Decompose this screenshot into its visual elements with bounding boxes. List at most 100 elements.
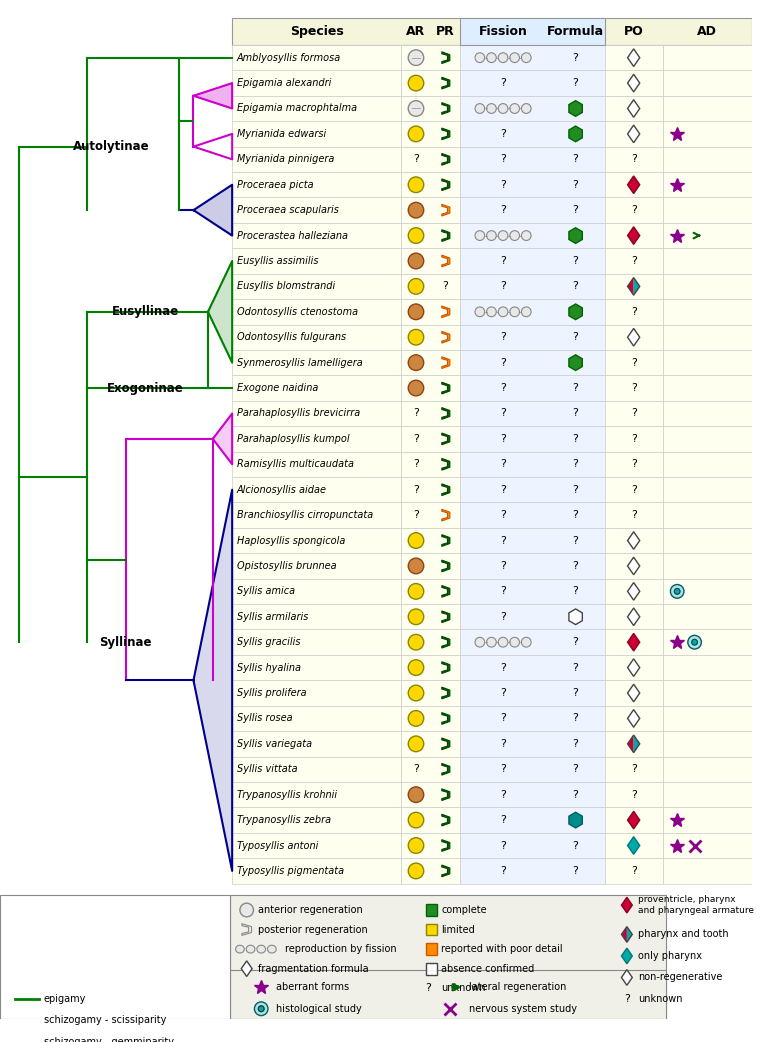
Circle shape (408, 532, 423, 548)
Circle shape (408, 228, 423, 244)
Circle shape (674, 589, 680, 594)
Bar (459, 350, 605, 375)
Bar (0, 895, 230, 1018)
Bar (459, 299, 605, 324)
Polygon shape (442, 102, 450, 115)
Text: Syllis prolifera: Syllis prolifera (237, 688, 307, 698)
Text: ?: ? (500, 433, 506, 444)
Bar (663, 731, 751, 756)
Text: ?: ? (500, 866, 506, 876)
Text: ?: ? (500, 408, 506, 419)
Text: complete: complete (441, 905, 486, 915)
Text: ?: ? (573, 688, 579, 698)
Text: ?: ? (500, 612, 506, 622)
Text: Parahaplosyllis kumpol: Parahaplosyllis kumpol (237, 433, 350, 444)
Text: Trypanosyllis zebra: Trypanosyllis zebra (237, 815, 331, 825)
Text: ?: ? (573, 587, 579, 596)
Bar (402, 680, 459, 705)
Bar (402, 502, 459, 528)
Bar (459, 502, 605, 528)
Text: Proceraea scapularis: Proceraea scapularis (237, 205, 339, 215)
Bar (663, 808, 751, 833)
Text: ?: ? (624, 994, 630, 1004)
Polygon shape (442, 535, 450, 546)
Circle shape (408, 660, 423, 675)
Bar (459, 604, 605, 629)
Text: Epigamia alexandri: Epigamia alexandri (237, 78, 331, 89)
Polygon shape (622, 970, 632, 986)
Circle shape (408, 736, 423, 751)
Bar (402, 71, 459, 96)
Text: Procerastea halleziana: Procerastea halleziana (237, 230, 348, 241)
Text: ?: ? (631, 256, 636, 266)
Text: Odontosyllis fulgurans: Odontosyllis fulgurans (237, 332, 346, 342)
Bar (232, 426, 402, 451)
Circle shape (408, 126, 423, 142)
Text: ?: ? (426, 984, 431, 993)
Text: ?: ? (573, 841, 579, 850)
Bar (232, 350, 402, 375)
Text: Eusyllis assimilis: Eusyllis assimilis (237, 256, 319, 266)
Polygon shape (193, 490, 232, 871)
Bar (605, 756, 663, 782)
Bar (402, 121, 459, 147)
Polygon shape (442, 840, 450, 851)
Text: ?: ? (631, 511, 636, 520)
Circle shape (408, 202, 423, 218)
Ellipse shape (475, 307, 485, 317)
Bar (605, 147, 663, 172)
Text: ?: ? (631, 460, 636, 469)
Text: ?: ? (500, 256, 506, 266)
Ellipse shape (521, 103, 531, 114)
Polygon shape (193, 83, 232, 108)
Bar (663, 604, 751, 629)
Text: ?: ? (573, 790, 579, 799)
Text: pharynx and tooth: pharynx and tooth (639, 929, 729, 940)
Text: ?: ? (413, 460, 419, 469)
Bar (605, 350, 663, 375)
Bar (232, 197, 402, 223)
Polygon shape (628, 531, 639, 549)
Text: ?: ? (631, 205, 636, 215)
Circle shape (408, 813, 423, 828)
Bar (459, 96, 605, 121)
Bar (663, 299, 751, 324)
Polygon shape (627, 926, 632, 942)
Text: anterior regeneration: anterior regeneration (258, 905, 363, 915)
Bar (232, 223, 402, 248)
Bar (402, 705, 459, 731)
Bar (605, 705, 663, 731)
Bar (232, 401, 402, 426)
Text: Exogoninae: Exogoninae (106, 381, 183, 395)
Bar (426, 963, 437, 974)
Text: AR: AR (406, 25, 426, 38)
Bar (230, 895, 666, 1018)
Bar (605, 833, 663, 859)
Bar (402, 553, 459, 578)
Text: ?: ? (500, 460, 506, 469)
Bar (232, 680, 402, 705)
Bar (402, 655, 459, 680)
Bar (459, 401, 605, 426)
Bar (402, 833, 459, 859)
Polygon shape (442, 179, 450, 191)
Ellipse shape (235, 945, 244, 953)
Bar (459, 172, 605, 197)
Polygon shape (569, 126, 582, 142)
Bar (459, 274, 605, 299)
Circle shape (671, 585, 684, 598)
Text: Eusyllis blomstrandi: Eusyllis blomstrandi (237, 281, 335, 292)
Circle shape (408, 355, 423, 371)
Bar (459, 782, 605, 808)
Text: ?: ? (573, 179, 579, 190)
Text: schizogamy - scissiparity: schizogamy - scissiparity (44, 1016, 166, 1025)
Bar (459, 705, 605, 731)
Ellipse shape (498, 230, 508, 241)
Bar (605, 477, 663, 502)
Text: ?: ? (631, 866, 636, 876)
Bar (605, 274, 663, 299)
Bar (605, 375, 663, 401)
Polygon shape (193, 184, 232, 235)
Circle shape (408, 278, 423, 294)
Bar (605, 528, 663, 553)
